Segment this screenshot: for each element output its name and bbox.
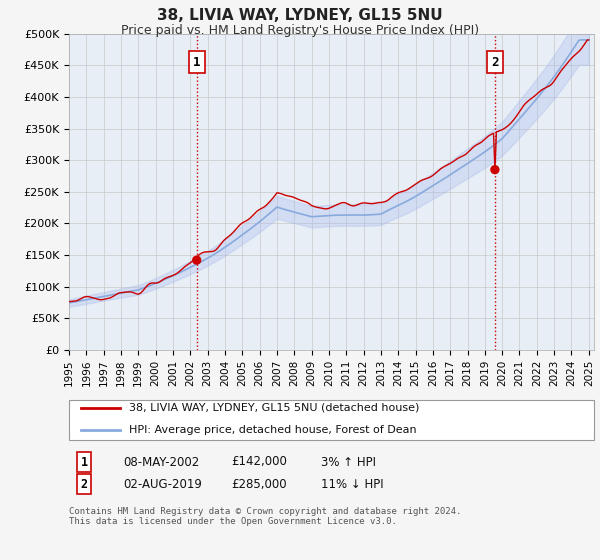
- Text: 08-MAY-2002: 08-MAY-2002: [123, 455, 199, 469]
- Text: 2: 2: [491, 55, 499, 68]
- Text: £142,000: £142,000: [231, 455, 287, 469]
- Text: HPI: Average price, detached house, Forest of Dean: HPI: Average price, detached house, Fore…: [129, 425, 416, 435]
- Text: 38, LIVIA WAY, LYDNEY, GL15 5NU: 38, LIVIA WAY, LYDNEY, GL15 5NU: [157, 8, 443, 24]
- Text: 02-AUG-2019: 02-AUG-2019: [123, 478, 202, 491]
- Text: 11% ↓ HPI: 11% ↓ HPI: [321, 478, 383, 491]
- Text: Contains HM Land Registry data © Crown copyright and database right 2024.
This d: Contains HM Land Registry data © Crown c…: [69, 507, 461, 526]
- Point: [490, 165, 500, 174]
- Text: 1: 1: [80, 455, 88, 469]
- Text: £285,000: £285,000: [231, 478, 287, 491]
- Text: 2: 2: [80, 478, 88, 491]
- Text: Price paid vs. HM Land Registry's House Price Index (HPI): Price paid vs. HM Land Registry's House …: [121, 24, 479, 36]
- Text: 38, LIVIA WAY, LYDNEY, GL15 5NU (detached house): 38, LIVIA WAY, LYDNEY, GL15 5NU (detache…: [129, 403, 419, 413]
- Text: 1: 1: [193, 55, 200, 68]
- Text: 3% ↑ HPI: 3% ↑ HPI: [321, 455, 376, 469]
- Point: [192, 256, 202, 265]
